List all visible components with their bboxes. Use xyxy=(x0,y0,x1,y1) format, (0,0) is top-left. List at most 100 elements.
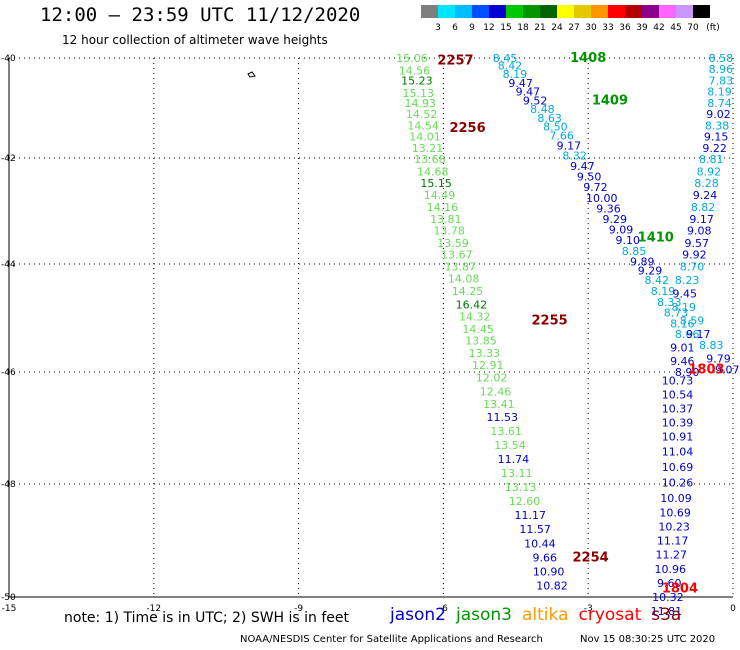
colorbar-swatch xyxy=(540,5,557,18)
y-tick-label: -48 xyxy=(1,480,16,490)
wave-height-label: 8.63 xyxy=(537,112,562,125)
pass-time-label: 1410 xyxy=(638,231,674,246)
pass-time-label: 1409 xyxy=(592,94,628,109)
wave-height-label: 9.72 xyxy=(583,181,608,194)
wave-height-label: 13.67 xyxy=(441,248,473,261)
wave-height-label: 14.68 xyxy=(417,165,449,178)
tick-labels: -15 -12 -9 -6 -3 0 -40 -42 -44 -46 -48 -50 xyxy=(1,54,736,614)
colorbar-swatch xyxy=(659,5,676,18)
pass-time-label: 2256 xyxy=(449,121,485,136)
wave-height-label: 9.47 xyxy=(508,77,533,90)
wave-height-label: 15.06 xyxy=(396,52,428,65)
legend-jason2: jason2 xyxy=(390,605,446,625)
wave-height-label: 13.78 xyxy=(433,225,465,238)
wave-height-label: 9.08 xyxy=(687,225,712,238)
wave-height-label: 8.73 xyxy=(664,307,689,320)
pass-time-label: 2255 xyxy=(531,314,567,329)
wave-height-label: 8.23 xyxy=(675,274,700,287)
wave-height-label: 9.92 xyxy=(682,248,707,261)
wave-height-label: 10.69 xyxy=(659,506,691,519)
wave-height-label: 13.61 xyxy=(490,425,522,438)
wave-height-label: 10.09 xyxy=(660,492,692,505)
colorbar-label: 42 xyxy=(653,23,665,33)
wave-height-label: 14.01 xyxy=(409,131,441,144)
wave-height-label: 8.19 xyxy=(707,86,732,99)
x-tick-label: -9 xyxy=(294,604,303,614)
wave-height-label: 14.49 xyxy=(424,189,456,202)
satellite-legend: jason2 jason3 altika cryosat s3a xyxy=(390,605,691,625)
wave-height-label: 11.04 xyxy=(662,446,694,459)
colorbar-swatch xyxy=(506,5,523,18)
colorbar-swatch xyxy=(421,5,438,18)
wave-height-label: 14.93 xyxy=(404,97,436,110)
wave-height-label: 11.17 xyxy=(515,509,547,522)
wave-height-label: 8.48 xyxy=(530,103,555,116)
y-tick-label: -50 xyxy=(1,593,16,603)
wave-height-label: 9.57 xyxy=(685,237,710,250)
footer-credit: NOAA/NESDIS Center for Satellite Applica… xyxy=(240,634,543,645)
wave-height-label: 9.66 xyxy=(533,551,558,564)
colorbar-label: 39 xyxy=(636,23,648,33)
x-tick-label: -3 xyxy=(584,604,593,614)
pass-time-label: 2254 xyxy=(573,550,609,565)
colorbar-swatch xyxy=(489,5,506,18)
legend-s3a: s3a xyxy=(651,605,682,625)
wave-height-label: 10.37 xyxy=(662,402,694,415)
pass-time-label: 1408 xyxy=(570,51,606,66)
wave-height-label: 10.91 xyxy=(662,430,694,443)
wave-height-label: 10.26 xyxy=(662,476,694,489)
wave-height-label: 11.74 xyxy=(498,453,530,466)
legend-cryosat: cryosat xyxy=(578,605,642,625)
wave-height-label: 9.29 xyxy=(602,213,627,226)
wave-height-label: 11.57 xyxy=(519,523,551,536)
wave-height-label: 12.60 xyxy=(509,495,541,508)
wave-height-label: 8.42 xyxy=(644,274,669,287)
wave-height-label: 14.32 xyxy=(459,310,491,323)
wave-height-label: 13.54 xyxy=(494,439,526,452)
wave-height-label: 11.81 xyxy=(651,605,683,618)
wave-height-label: 13.21 xyxy=(412,142,444,155)
colorbar-swatch xyxy=(693,5,710,18)
wave-height-label: 9.10 xyxy=(616,234,641,247)
colorbar-label: 12 xyxy=(483,23,495,33)
wave-height-label: 12.02 xyxy=(476,372,508,385)
colorbar-swatch xyxy=(472,5,489,18)
wave-height-label: 9.07 xyxy=(715,363,740,376)
time-labels: 2257 2256 2255 2254 1408 1409 1410 1803 1804 xyxy=(437,51,724,597)
wave-height-label: 13.81 xyxy=(430,213,462,226)
wave-height-label: 8.19 xyxy=(503,68,528,81)
wave-height-label: 8.16 xyxy=(670,317,695,330)
wave-height-label: 9.15 xyxy=(704,131,729,144)
wave-height-label: 7.66 xyxy=(549,130,574,143)
colorbar-swatch xyxy=(574,5,591,18)
colorbar-label: 70 xyxy=(687,23,699,33)
wave-height-label: 8.19 xyxy=(672,301,697,314)
wave-height-label: 9.22 xyxy=(702,142,727,155)
legend-jason3: jason3 xyxy=(456,605,512,625)
wave-height-label: 10.73 xyxy=(662,374,694,387)
wave-height-label: 8.58 xyxy=(709,52,734,65)
wave-height-label: 15.13 xyxy=(403,87,435,100)
colorbar-label: 24 xyxy=(551,23,563,33)
x-tick-label: -15 xyxy=(2,604,17,614)
colorbar-swatch xyxy=(676,5,693,18)
wave-height-label: 8.82 xyxy=(691,201,716,214)
wave-height-label: 8.83 xyxy=(699,339,724,352)
colorbar-label: 45 xyxy=(670,23,682,33)
colorbar-swatch xyxy=(625,5,642,18)
y-tick-label: -40 xyxy=(1,54,16,64)
wave-height-label: 8.19 xyxy=(651,285,676,298)
wave-height-label: 9.47 xyxy=(516,86,541,99)
wave-height-label: 9.52 xyxy=(523,95,548,108)
axis-frame xyxy=(8,58,734,598)
wave-height-label: 8.70 xyxy=(680,261,705,274)
wave-height-label: 14.45 xyxy=(462,323,494,336)
y-tick-label: -44 xyxy=(1,260,16,270)
wave-height-label: 14.56 xyxy=(399,65,431,78)
wave-height-label: 10.96 xyxy=(655,563,687,576)
wave-height-label: 10.39 xyxy=(662,416,694,429)
x-tick-label: -12 xyxy=(146,604,161,614)
wave-height-label: 7.83 xyxy=(709,75,734,88)
wave-height-label: 8.38 xyxy=(705,120,730,133)
